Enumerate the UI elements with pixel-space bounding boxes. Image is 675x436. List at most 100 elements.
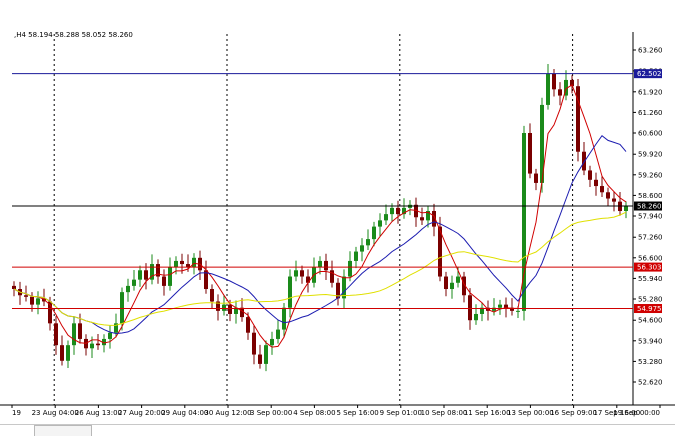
time-tick-label: 16 Sep 09:00 — [550, 409, 597, 417]
price-tag-label: 58.260 — [637, 203, 662, 211]
candle-body — [468, 295, 472, 321]
candle-body — [558, 89, 562, 96]
candle-body — [156, 264, 160, 277]
price-tag — [634, 69, 662, 79]
candle-body — [258, 354, 262, 364]
time-tick-label: 17 Sep 16:00 — [593, 409, 640, 417]
candle-body — [396, 207, 400, 215]
candle-body — [426, 211, 430, 221]
price-tick-label: 55.940 — [638, 275, 663, 283]
candle-body — [222, 304, 226, 311]
tab-strip — [0, 424, 675, 425]
candle-body — [162, 276, 166, 286]
time-tick-label: 29 Aug 04:00 — [161, 409, 208, 417]
candle-body — [282, 307, 286, 330]
time-tick-label: 23 Aug 04:00 — [32, 409, 79, 417]
candle-body — [300, 270, 304, 277]
candle-body — [192, 257, 196, 268]
candle-body — [336, 282, 340, 299]
candle-body — [432, 211, 436, 227]
time-tick-label: 26 Aug 13:00 — [75, 409, 122, 417]
candle-body — [168, 267, 172, 286]
candle-body — [204, 270, 208, 290]
candle-body — [36, 298, 40, 305]
price-tag-label: 62.502 — [637, 70, 662, 78]
candle-body — [102, 338, 106, 346]
candle-body — [390, 207, 394, 215]
candle-body — [270, 338, 274, 346]
moving-average-line — [13, 211, 627, 326]
candle-body — [120, 292, 124, 324]
candle-body — [234, 307, 238, 314]
candle-body — [570, 79, 574, 87]
candle-body — [462, 276, 466, 296]
time-tick-label: 13 Sep 00:00 — [507, 409, 554, 417]
candle-body — [606, 192, 610, 199]
candle-body — [144, 270, 148, 280]
time-tick-label: 19 Sep 00:00 — [613, 409, 660, 417]
price-tick-label: 60.600 — [638, 130, 663, 138]
time-tick-label: 5 Sep 16:00 — [336, 409, 378, 417]
candle-body — [60, 345, 64, 361]
price-tick-label: 63.260 — [638, 47, 663, 55]
candle-body — [582, 151, 586, 171]
candle-body — [240, 307, 244, 318]
candle-body — [348, 260, 352, 277]
candle-body — [276, 329, 280, 339]
candle-body — [174, 260, 178, 268]
candle-body — [492, 307, 496, 311]
candle-body — [294, 270, 298, 277]
candle-body — [246, 317, 250, 333]
price-tick-label: 59.260 — [638, 171, 663, 179]
candle-body — [378, 220, 382, 227]
candle-body — [612, 198, 616, 202]
time-tick-label: 9 Sep 01:00 — [380, 409, 422, 417]
candle-body — [450, 282, 454, 290]
candle-body — [252, 332, 256, 355]
moving-average-line — [13, 84, 627, 348]
candle-body — [594, 179, 598, 187]
candle-body — [420, 217, 424, 221]
candle-body — [30, 296, 34, 305]
price-tick-label: 57.940 — [638, 213, 663, 221]
price-tag — [634, 262, 662, 272]
candle-body — [414, 204, 418, 218]
candle-body — [186, 264, 190, 268]
candle-body — [132, 279, 136, 286]
candle-body — [360, 245, 364, 252]
candle-body — [600, 186, 604, 193]
candle-body — [372, 226, 376, 240]
candle-body — [516, 310, 520, 312]
candle-body — [342, 276, 346, 299]
time-tick-label: 19 — [12, 409, 21, 417]
candle-body — [228, 304, 232, 314]
candle-body — [624, 206, 628, 212]
price-tag — [634, 201, 662, 211]
chart-tab[interactable] — [34, 425, 92, 436]
candle-body — [24, 295, 28, 297]
candle-body — [354, 251, 358, 261]
candle-body — [114, 323, 118, 333]
price-tick-label: 52.620 — [638, 379, 663, 387]
candle-body — [126, 285, 130, 293]
price-tick-label: 59.920 — [638, 151, 663, 159]
ohlc-readout: ,H4 58.194 58.288 58.052 58.260 — [14, 31, 133, 39]
candle-body — [546, 73, 550, 105]
time-tick-label: 30 Aug 12:00 — [204, 409, 251, 417]
candle-body — [318, 260, 322, 268]
candle-body — [384, 214, 388, 221]
candle-body — [510, 307, 514, 311]
candle-body — [90, 343, 94, 349]
candle-body — [456, 276, 460, 283]
price-tag-label: 54.975 — [637, 305, 662, 313]
price-tick-label: 53.940 — [638, 337, 663, 345]
price-tag-label: 56.303 — [637, 264, 662, 272]
time-tick-label: 4 Sep 08:00 — [293, 409, 335, 417]
price-tick-label: 54.600 — [638, 317, 663, 325]
candle-body — [216, 301, 220, 311]
candle-body — [576, 86, 580, 152]
price-tick-label: 58.600 — [638, 192, 663, 200]
candle-body — [288, 276, 292, 308]
